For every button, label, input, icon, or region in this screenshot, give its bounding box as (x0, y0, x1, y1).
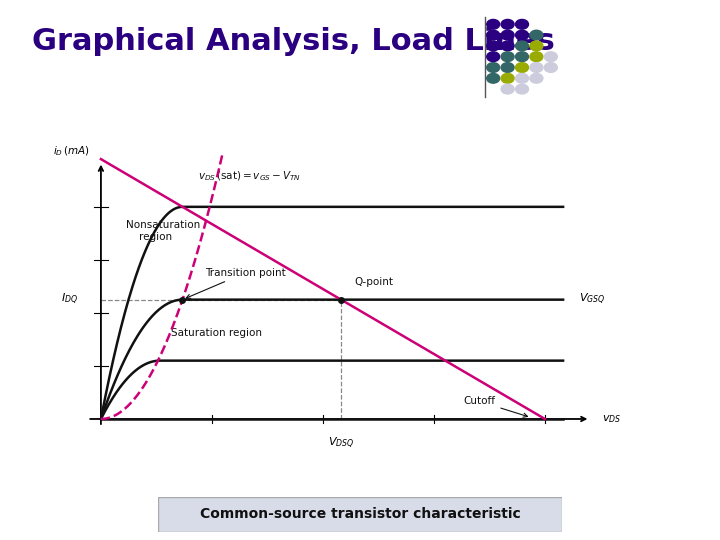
Text: $I_{DQ}$: $I_{DQ}$ (61, 292, 78, 307)
Text: $v_{DS}$: $v_{DS}$ (602, 413, 621, 425)
Text: Cutoff: Cutoff (464, 396, 528, 417)
Text: Q-point: Q-point (355, 277, 394, 287)
Text: $V_{DSQ}$: $V_{DSQ}$ (328, 436, 354, 451)
Text: $v_{DS}\,(\mathrm{sat}) = v_{GS} - V_{TN}$: $v_{DS}\,(\mathrm{sat}) = v_{GS} - V_{TN… (198, 170, 302, 183)
Text: Graphical Analysis, Load Lines: Graphical Analysis, Load Lines (32, 27, 555, 56)
Text: $i_D\,(mA)$: $i_D\,(mA)$ (53, 144, 89, 158)
Text: $V_{GSQ}$: $V_{GSQ}$ (579, 292, 606, 307)
FancyBboxPatch shape (158, 497, 562, 532)
Text: Nonsaturation
    region: Nonsaturation region (126, 220, 200, 242)
Text: Common-source transistor characteristic: Common-source transistor characteristic (199, 508, 521, 521)
Text: Saturation region: Saturation region (171, 328, 262, 338)
Text: Transition point: Transition point (186, 268, 286, 299)
